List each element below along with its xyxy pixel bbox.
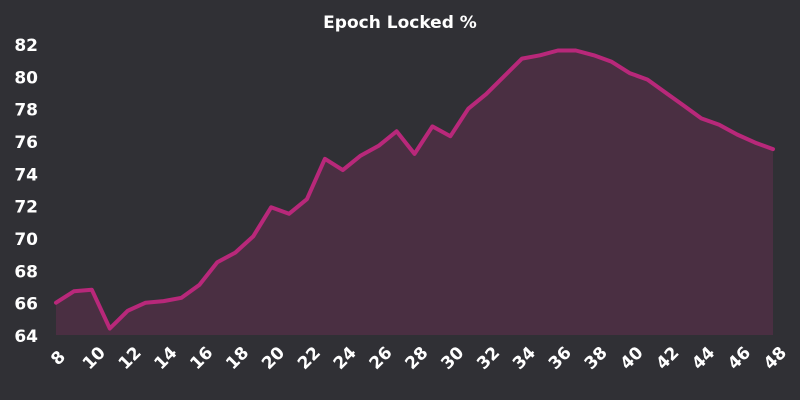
y-tick-label: 74 — [14, 165, 38, 185]
y-tick-label: 82 — [14, 36, 38, 56]
y-tick-label: 66 — [14, 295, 38, 315]
y-tick-label: 72 — [14, 198, 38, 218]
y-tick-label: 78 — [14, 101, 38, 121]
y-tick-label: 68 — [14, 262, 38, 282]
area-fill — [56, 50, 773, 335]
y-tick-label: 70 — [14, 230, 38, 250]
line — [54, 48, 775, 331]
y-tick-label: 80 — [14, 68, 38, 88]
y-tick-label: 76 — [14, 133, 38, 153]
chart-title: Epoch Locked % — [323, 13, 477, 33]
y-tick-label: 64 — [14, 327, 38, 347]
